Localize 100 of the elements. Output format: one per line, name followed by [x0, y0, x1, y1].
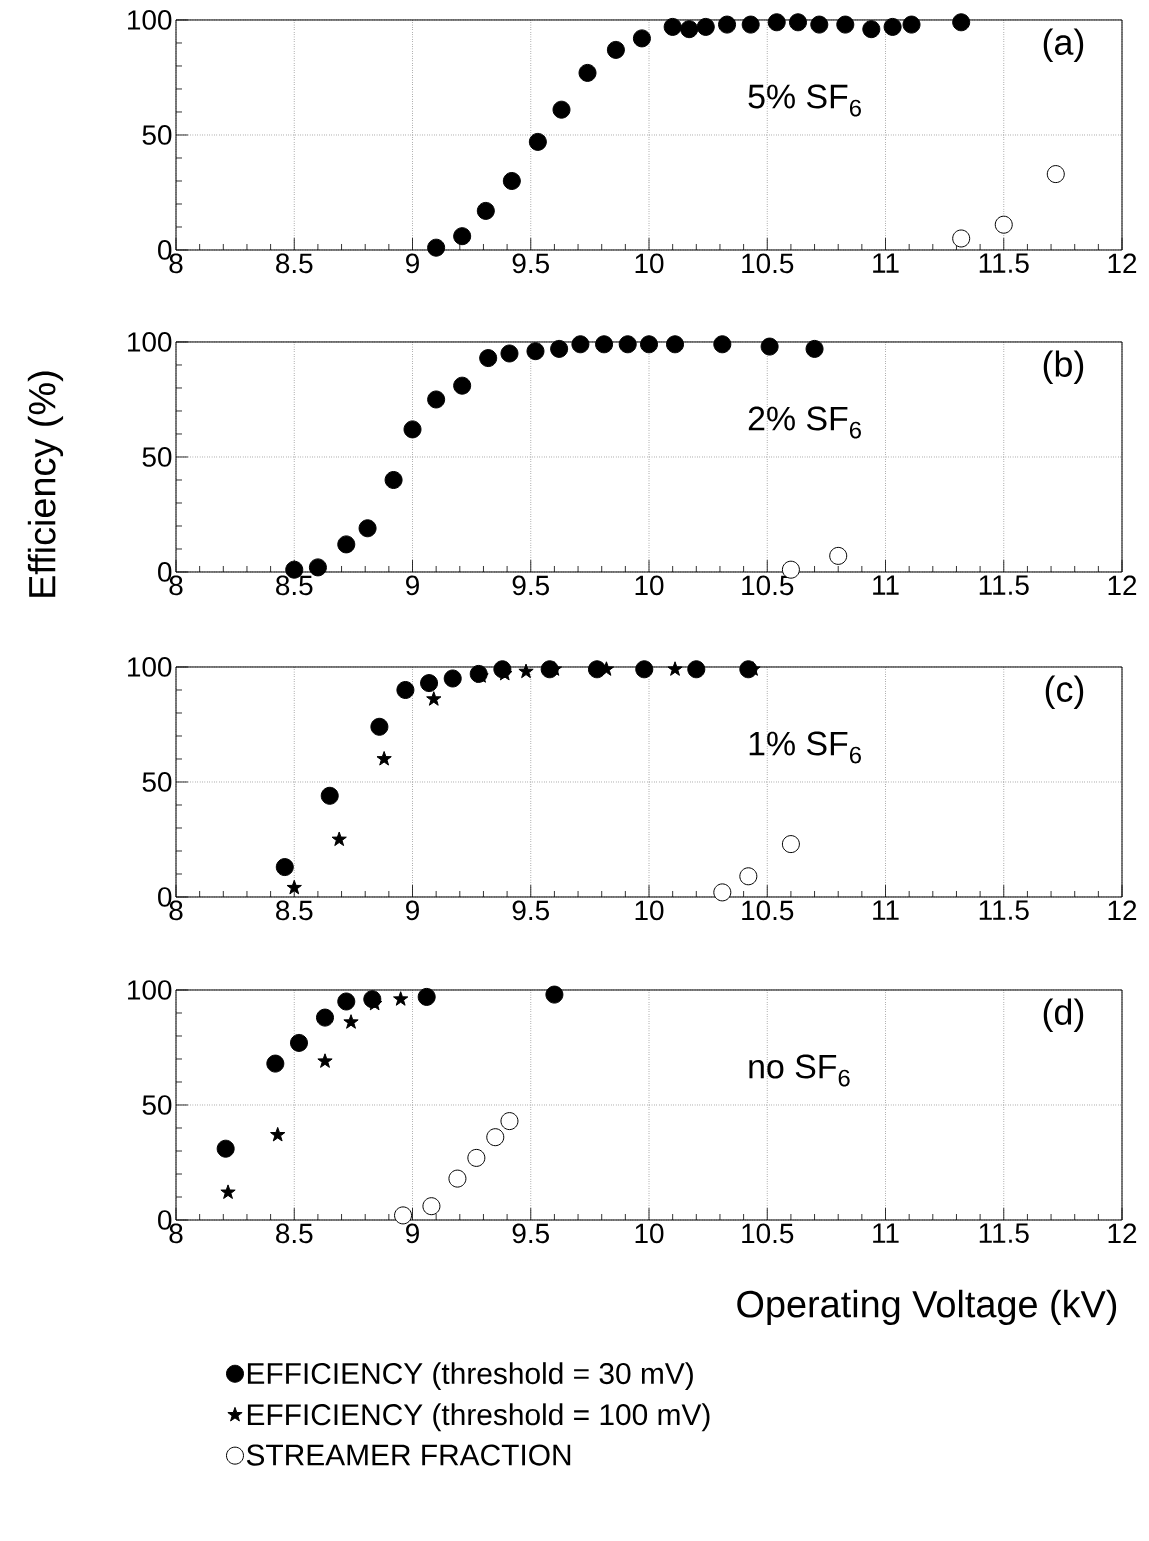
point [696, 17, 715, 36]
y-tick-label: 100 [128, 657, 172, 677]
point [994, 215, 1013, 234]
point [829, 546, 848, 565]
x-tick-label: 8.5 [276, 1223, 313, 1244]
point [550, 339, 569, 358]
y-tick-label: 50 [142, 1095, 172, 1115]
x-tick-label: 9.5 [512, 900, 549, 921]
x-tick-label: 11.5 [979, 575, 1029, 595]
x-tick-label: 11.5 [979, 900, 1029, 920]
x-tick-label: 10 [635, 900, 664, 921]
point [320, 786, 339, 805]
legend-label: EFFICIENCY (threshold = 30 mV) [247, 1362, 693, 1391]
point [220, 1184, 236, 1199]
x-tick-label: 12 [1108, 253, 1137, 273]
point [606, 40, 625, 59]
point [667, 661, 683, 676]
x-tick-label: 8.5 [276, 900, 313, 921]
x-tick-label: 10 [635, 253, 664, 274]
point [862, 20, 881, 39]
point [883, 17, 902, 36]
point [403, 420, 422, 439]
x-tick-label: 10.5 [742, 253, 794, 274]
x-tick-label: 9 [406, 900, 419, 921]
y-axis-title: Efficiency (%) [27, 371, 64, 597]
x-tick-label: 8.5 [276, 575, 313, 596]
point [317, 1053, 333, 1068]
point [545, 985, 564, 1004]
point [337, 535, 356, 554]
annotation: (a) [1043, 28, 1084, 62]
point [713, 335, 732, 354]
x-tick-label: 9.5 [512, 1223, 549, 1244]
point [393, 991, 409, 1006]
point [275, 858, 294, 877]
point [394, 1206, 413, 1225]
point [663, 17, 682, 36]
point [376, 750, 392, 766]
point [453, 227, 472, 246]
point [289, 1033, 308, 1052]
y-tick-label: 50 [142, 772, 172, 792]
point [337, 992, 356, 1011]
point [500, 344, 519, 363]
point [286, 879, 302, 895]
annotation: 5% SF$_{6}$ [748, 84, 861, 117]
annotation: 2% SF$_{6}$ [748, 406, 861, 439]
point [502, 171, 521, 190]
x-tick-label: 11.5 [979, 253, 1029, 273]
point [781, 835, 800, 854]
point [578, 63, 597, 82]
x-tick-label: 11 [873, 1223, 899, 1243]
x-tick-label: 10.5 [742, 1223, 794, 1244]
point [270, 1126, 286, 1142]
y-tick-label: 100 [128, 980, 172, 1000]
point [952, 13, 971, 32]
point [760, 337, 779, 356]
point [500, 1112, 519, 1131]
annotation: (d) [1043, 998, 1084, 1032]
annotation: (c) [1045, 675, 1084, 709]
point [713, 883, 732, 902]
point [767, 13, 786, 32]
x-tick-label: 9.5 [512, 575, 549, 596]
point [552, 100, 571, 119]
point [635, 660, 654, 679]
point [952, 229, 971, 248]
point [810, 15, 829, 34]
x-tick-label: 11 [873, 575, 899, 595]
point [518, 663, 534, 679]
point [453, 376, 472, 395]
point [422, 1197, 441, 1216]
point [384, 470, 403, 489]
legend-label: EFFICIENCY (threshold = 100 mV) [247, 1403, 710, 1432]
point [486, 1128, 505, 1147]
point [448, 1169, 467, 1188]
point [680, 20, 699, 39]
point [789, 13, 807, 32]
x-tick-label: 10 [635, 575, 664, 596]
point [632, 29, 651, 48]
point [420, 674, 439, 693]
point [571, 335, 590, 354]
point [443, 669, 462, 688]
point [266, 1054, 285, 1073]
point [467, 1148, 486, 1167]
point [687, 660, 706, 679]
x-tick-label: 9 [406, 253, 419, 274]
x-tick-label: 8.5 [276, 253, 313, 274]
x-tick-label: 9 [406, 575, 419, 596]
x-tick-label: 9 [406, 1223, 419, 1244]
y-tick-label: 100 [128, 332, 172, 352]
legend-label: STREAMER FRACTION [246, 1444, 571, 1466]
point [358, 519, 377, 538]
x-tick-label: 10.5 [742, 900, 794, 921]
x-tick-label: 11 [873, 900, 899, 920]
point [427, 238, 446, 257]
annotation: 1% SF$_{6}$ [749, 731, 861, 764]
point [308, 558, 327, 577]
point [427, 390, 446, 409]
point [316, 1008, 334, 1027]
point [718, 15, 737, 34]
x-tick-label: 9.5 [512, 253, 549, 274]
point [526, 342, 545, 361]
